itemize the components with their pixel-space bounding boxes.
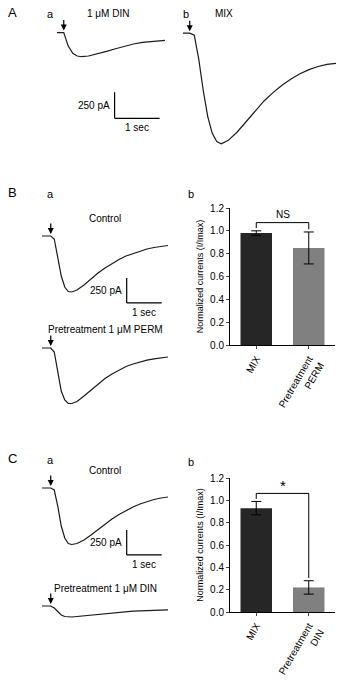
svg-text:0.8: 0.8 [210,517,224,528]
svg-text:250 pA: 250 pA [90,537,122,548]
svg-text:1 μM DIN: 1 μM DIN [87,8,129,19]
svg-text:1.2: 1.2 [210,203,224,214]
svg-text:b: b [188,456,194,468]
svg-text:Control: Control [89,465,121,476]
svg-text:MIX: MIX [244,621,263,642]
svg-text:b: b [183,8,189,20]
svg-text:0.4: 0.4 [210,294,224,305]
svg-text:0.6: 0.6 [210,271,224,282]
svg-text:a: a [47,188,54,200]
svg-text:NS: NS [276,209,290,220]
svg-text:*: * [280,477,286,494]
svg-text:0.0: 0.0 [210,340,224,351]
svg-text:Normalized currents (I/Imax): Normalized currents (I/Imax) [195,488,205,602]
svg-text:1.0: 1.0 [210,495,224,506]
svg-text:MIX: MIX [215,8,233,19]
svg-text:B: B [8,185,17,200]
svg-text:0.8: 0.8 [210,248,224,259]
svg-text:1.2: 1.2 [210,473,224,484]
svg-text:0.6: 0.6 [210,540,224,551]
svg-text:1 sec: 1 sec [125,122,149,133]
svg-text:1.0: 1.0 [210,225,224,236]
svg-text:1 sec: 1 sec [132,307,156,318]
svg-text:250 pA: 250 pA [78,100,110,111]
svg-text:0.2: 0.2 [210,317,224,328]
svg-text:A: A [8,5,17,20]
svg-text:a: a [47,8,54,20]
svg-text:250 pA: 250 pA [90,285,122,296]
svg-text:a: a [47,454,54,466]
svg-text:MIX: MIX [244,354,263,375]
svg-text:0.4: 0.4 [210,562,224,573]
svg-text:Control: Control [89,213,121,224]
svg-text:Pretreatment 1 μM PERM: Pretreatment 1 μM PERM [48,324,163,335]
svg-text:Pretreatment 1 μM DIN: Pretreatment 1 μM DIN [54,583,157,594]
svg-text:0.0: 0.0 [210,607,224,618]
svg-text:PretreatmentDIN: PretreatmentDIN [276,621,326,683]
svg-text:b: b [188,188,194,200]
svg-text:PretreatmentPERM: PretreatmentPERM [276,354,326,416]
svg-text:1 sec: 1 sec [132,559,156,570]
svg-text:Normalized currents (I/Imax): Normalized currents (I/Imax) [195,220,205,334]
svg-text:C: C [8,451,17,466]
svg-text:0.2: 0.2 [210,584,224,595]
